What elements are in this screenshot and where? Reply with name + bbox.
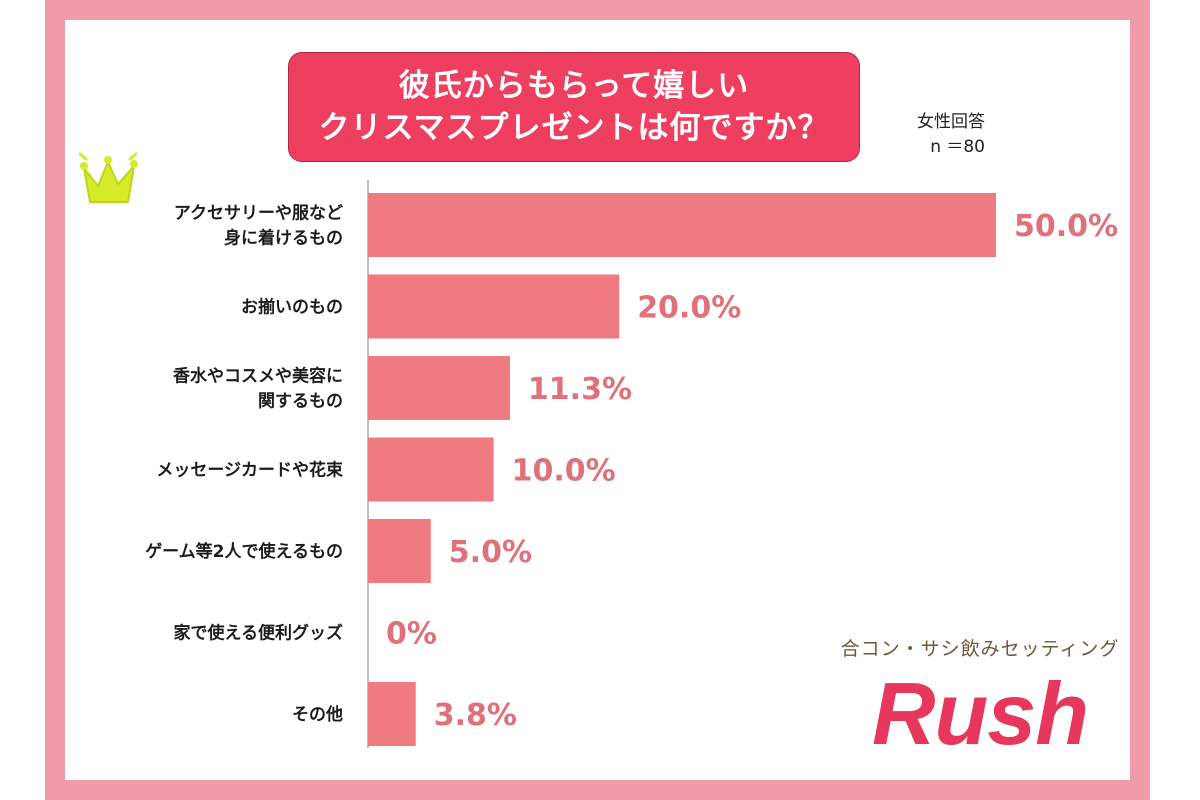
value-label: 11.3%: [528, 372, 632, 407]
category-label: 家で使える便利グッズ: [174, 623, 344, 644]
category-label: その他: [292, 704, 343, 725]
crown-icon: [78, 152, 138, 203]
title-line-2: クリスマスプレゼントは何ですか？: [318, 110, 830, 146]
bar: [368, 274, 620, 339]
title-line-1: 彼氏からもらって嬉しい: [398, 68, 750, 104]
value-label: 5.0%: [449, 535, 532, 570]
brand-logo: Rush: [872, 664, 1089, 763]
category-label: メッセージカードや花束: [156, 460, 343, 481]
chart-title: 彼氏からもらって嬉しい クリスマスプレゼントは何ですか？: [288, 52, 860, 162]
bar: [368, 356, 510, 420]
bar: [368, 437, 494, 502]
category-label: 関するもの: [258, 392, 343, 412]
value-label: 3.8%: [434, 698, 517, 733]
value-label: 50.0%: [1014, 209, 1118, 244]
brand-tagline: 合コン・サシ飲みセッティング: [840, 638, 1120, 660]
respondent-info: 女性回答 n ＝80: [860, 110, 985, 160]
category-label: 香水やコスメや美容に: [173, 366, 343, 387]
value-label: 10.0%: [512, 454, 616, 489]
value-label: 0%: [386, 617, 437, 652]
category-label: お揃いのもの: [241, 297, 343, 318]
category-label: ゲーム等2人で使えるもの: [145, 541, 343, 562]
category-label: 身に着けるもの: [224, 228, 343, 249]
bar: [368, 519, 431, 583]
category-label: アクセサリーや服など: [174, 204, 343, 224]
respondent-group: 女性回答: [917, 112, 985, 132]
value-label: 20.0%: [637, 291, 741, 326]
bar: [368, 193, 996, 257]
sample-size: n ＝80: [930, 137, 985, 157]
bar: [368, 682, 416, 746]
